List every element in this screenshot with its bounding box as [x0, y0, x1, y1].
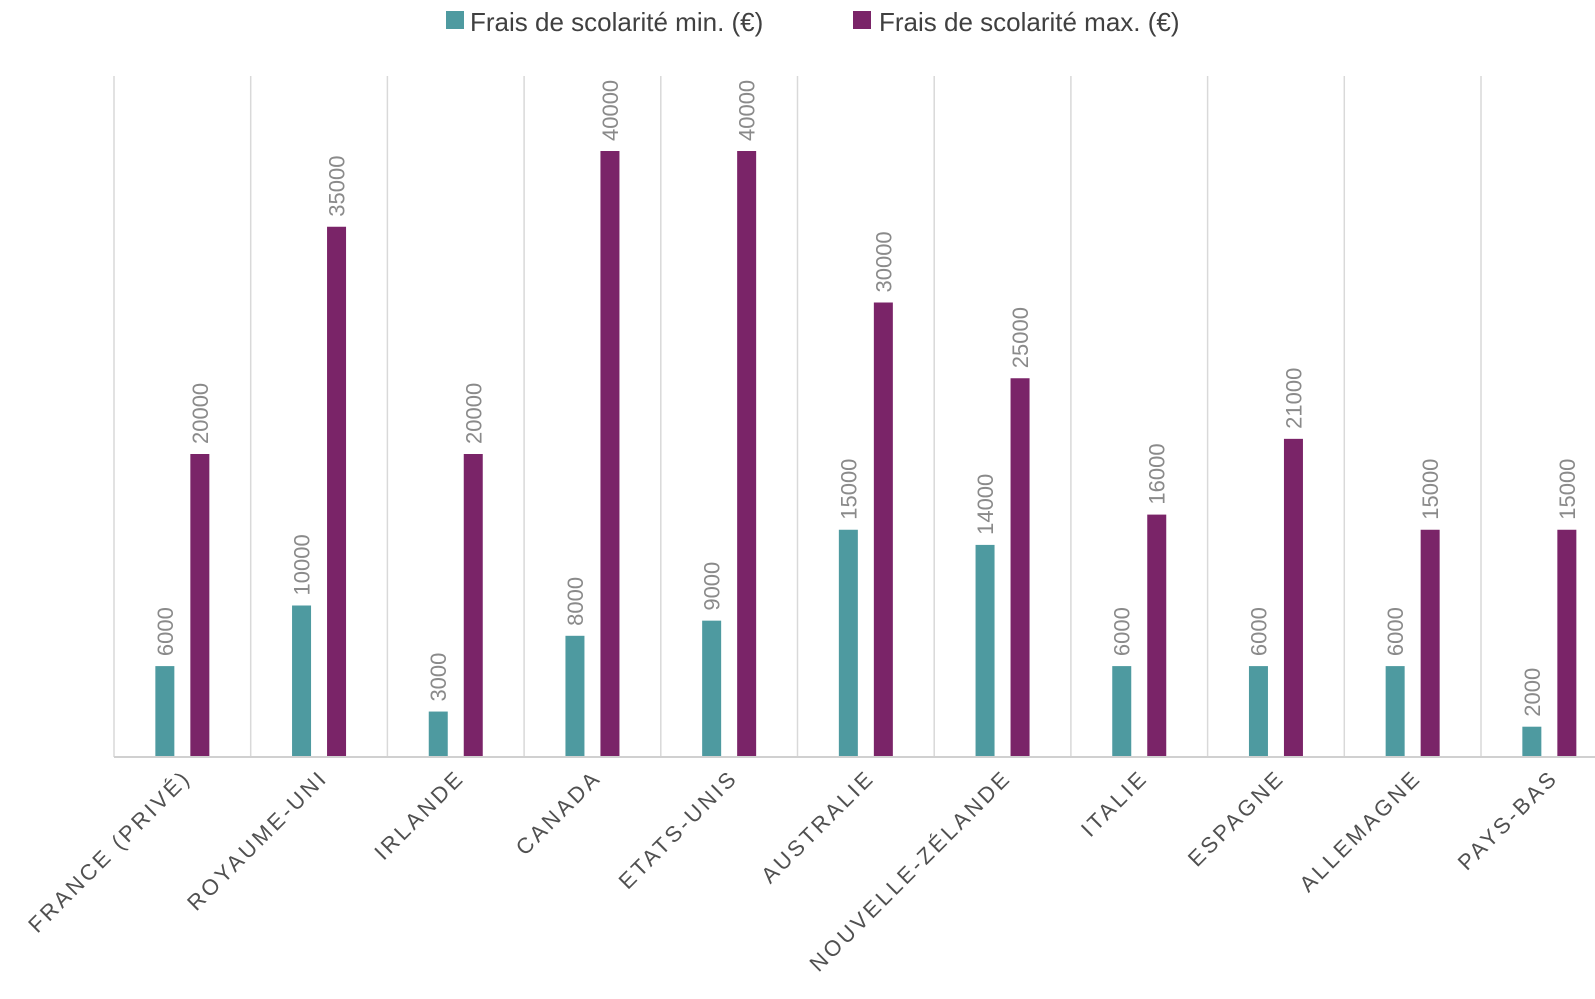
bar-max-8	[1283, 438, 1303, 757]
data-label-max-2: 20000	[461, 383, 486, 444]
data-label-max-0: 20000	[188, 383, 213, 444]
category-label-7: ITALIE	[1076, 765, 1153, 842]
bar-min-8	[1248, 666, 1268, 757]
bar-min-5	[838, 529, 858, 757]
legend: Frais de scolarité min. (€) Frais de scol…	[446, 7, 1180, 37]
legend-label-2: Frais de scolarité max. (€)	[879, 7, 1180, 37]
bar-max-7	[1147, 514, 1167, 757]
bar-max-4	[737, 151, 757, 757]
data-labels: 6000 20000 10000 35000 3000 20000 8000 40000 900…	[153, 80, 1580, 717]
category-label-10: PAYS-BAS	[1453, 765, 1563, 875]
bar-min-7	[1112, 666, 1132, 757]
data-label-max-8: 21000	[1281, 368, 1306, 429]
category-label-4: ETATS-UNIS	[614, 765, 743, 894]
data-label-min-7: 6000	[1110, 607, 1135, 656]
data-label-min-9: 6000	[1383, 607, 1408, 656]
data-label-min-3: 8000	[563, 577, 588, 626]
bar-max-1	[327, 226, 347, 757]
bars	[155, 151, 1577, 757]
data-label-min-5: 15000	[836, 459, 861, 520]
bar-max-10	[1557, 529, 1577, 757]
data-label-min-2: 3000	[426, 653, 451, 702]
bar-min-4	[702, 620, 722, 757]
category-label-9: ALLEMAGNE	[1294, 765, 1426, 897]
legend-label-1: Frais de scolarité min. (€)	[470, 7, 763, 37]
data-label-max-4: 40000	[735, 80, 760, 141]
bar-min-10	[1522, 726, 1542, 757]
bar-max-6	[1010, 378, 1030, 757]
data-label-min-4: 9000	[700, 562, 725, 611]
data-label-min-8: 6000	[1246, 607, 1271, 656]
data-label-min-0: 6000	[153, 607, 178, 656]
data-label-max-10: 15000	[1555, 459, 1580, 520]
bar-max-2	[463, 454, 483, 757]
category-gridlines	[113, 76, 1482, 757]
bar-min-0	[155, 666, 175, 757]
data-label-max-9: 15000	[1418, 459, 1443, 520]
category-label-3: CANADA	[511, 765, 606, 860]
data-label-max-3: 40000	[598, 80, 623, 141]
legend-swatch-2	[853, 11, 871, 29]
bar-max-5	[873, 302, 893, 757]
data-label-max-1: 35000	[325, 156, 350, 217]
category-label-2: IRLANDE	[369, 765, 469, 865]
bar-min-1	[292, 605, 312, 757]
category-label-8: ESPAGNE	[1183, 765, 1290, 872]
legend-swatch-1	[446, 11, 464, 29]
category-label-0: FRANCE (PRIVÉ)	[23, 765, 196, 938]
data-label-max-5: 30000	[871, 231, 896, 292]
category-labels: FRANCE (PRIVÉ)ROYAUME-UNI IRLANDE CANADA ET…	[23, 765, 1563, 977]
bar-max-9	[1420, 529, 1440, 757]
data-label-min-1: 10000	[290, 534, 315, 595]
data-label-max-7: 16000	[1145, 443, 1170, 504]
bar-min-2	[428, 711, 448, 757]
bar-min-6	[975, 544, 995, 757]
data-label-max-6: 25000	[1008, 307, 1033, 368]
bar-max-3	[600, 151, 620, 757]
data-label-min-6: 14000	[973, 474, 998, 535]
bar-min-9	[1385, 666, 1405, 757]
category-label-1: ROYAUME-UNI	[182, 765, 332, 915]
bar-max-0	[190, 454, 210, 757]
bar-min-3	[565, 635, 585, 757]
data-label-min-10: 2000	[1520, 668, 1545, 717]
category-label-5: AUSTRALIE	[756, 765, 879, 888]
